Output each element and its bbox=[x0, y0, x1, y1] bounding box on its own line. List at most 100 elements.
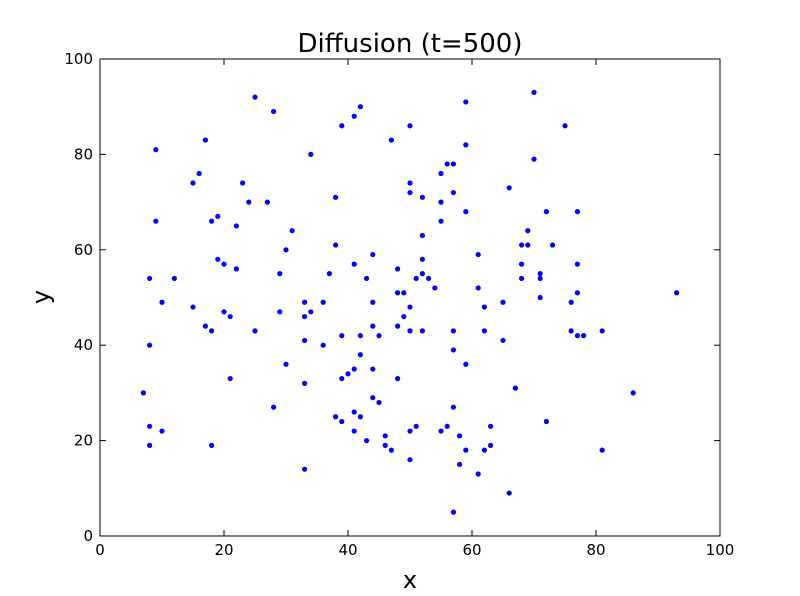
data-point bbox=[407, 123, 413, 129]
data-point bbox=[438, 218, 444, 224]
data-point bbox=[475, 471, 481, 477]
data-point bbox=[233, 266, 239, 272]
data-point bbox=[302, 380, 308, 386]
data-point bbox=[506, 490, 512, 496]
data-point bbox=[550, 242, 556, 248]
data-point bbox=[438, 428, 444, 434]
data-point bbox=[147, 423, 153, 429]
data-point bbox=[407, 457, 413, 463]
x-tick-label: 20 bbox=[214, 541, 233, 559]
data-point bbox=[463, 142, 469, 148]
data-point bbox=[351, 428, 357, 434]
data-points bbox=[140, 89, 680, 515]
data-point bbox=[320, 299, 326, 305]
data-point bbox=[419, 271, 425, 277]
data-point bbox=[438, 199, 444, 205]
data-point bbox=[370, 366, 376, 372]
data-point bbox=[283, 247, 289, 253]
data-point bbox=[481, 304, 487, 310]
data-point bbox=[302, 313, 308, 320]
data-point bbox=[568, 328, 574, 334]
data-point bbox=[308, 151, 314, 157]
data-point bbox=[438, 170, 444, 177]
data-point bbox=[481, 447, 487, 453]
data-point bbox=[339, 375, 345, 382]
data-point bbox=[345, 371, 351, 377]
chart-title: Diffusion (t=500) bbox=[298, 29, 523, 59]
data-point bbox=[488, 442, 494, 448]
data-point bbox=[450, 347, 456, 353]
data-point bbox=[537, 294, 543, 301]
data-point bbox=[395, 323, 401, 329]
data-point bbox=[407, 328, 413, 334]
data-point bbox=[444, 161, 450, 167]
data-point bbox=[395, 266, 401, 272]
data-point bbox=[599, 447, 605, 453]
data-point bbox=[190, 180, 196, 186]
y-tick-label: 100 bbox=[64, 50, 93, 68]
data-point bbox=[202, 137, 208, 143]
data-point bbox=[562, 123, 568, 129]
data-point bbox=[264, 199, 270, 205]
data-point bbox=[289, 228, 295, 234]
plot-frame bbox=[99, 58, 721, 537]
data-point bbox=[581, 333, 587, 339]
data-point bbox=[543, 418, 550, 425]
data-point bbox=[419, 194, 425, 200]
data-point bbox=[233, 223, 239, 229]
data-point bbox=[357, 104, 363, 110]
data-point bbox=[432, 285, 438, 291]
data-point bbox=[370, 251, 376, 258]
data-point bbox=[537, 271, 543, 277]
data-point bbox=[531, 156, 537, 162]
data-point bbox=[413, 423, 419, 429]
data-point bbox=[351, 113, 357, 119]
data-point bbox=[209, 328, 215, 334]
data-point bbox=[519, 275, 525, 282]
y-tick-label: 60 bbox=[74, 241, 93, 259]
data-point bbox=[488, 423, 494, 429]
data-point bbox=[370, 299, 376, 305]
data-point bbox=[500, 337, 506, 344]
data-point bbox=[475, 285, 481, 291]
data-point bbox=[351, 366, 357, 372]
data-point bbox=[364, 275, 370, 282]
data-point bbox=[450, 509, 456, 515]
data-point bbox=[481, 328, 487, 334]
data-point bbox=[308, 309, 314, 315]
y-axis-label: y bbox=[27, 290, 55, 304]
data-point bbox=[277, 271, 283, 277]
data-point bbox=[525, 228, 531, 234]
data-point bbox=[159, 299, 165, 305]
data-point bbox=[525, 242, 531, 248]
data-point bbox=[413, 275, 419, 282]
data-point bbox=[382, 433, 388, 439]
data-point bbox=[543, 209, 550, 215]
data-point bbox=[382, 442, 388, 448]
data-point bbox=[419, 328, 425, 334]
data-point bbox=[140, 390, 146, 396]
data-point bbox=[147, 342, 153, 348]
data-point bbox=[457, 433, 463, 439]
data-point bbox=[357, 414, 363, 420]
data-point bbox=[246, 199, 252, 205]
y-tick-label: 0 bbox=[83, 527, 93, 545]
data-point bbox=[153, 218, 159, 224]
data-point bbox=[419, 232, 425, 239]
data-point bbox=[463, 447, 469, 453]
data-point bbox=[227, 313, 233, 320]
data-point bbox=[506, 185, 512, 191]
data-point bbox=[401, 313, 407, 320]
data-point bbox=[252, 328, 258, 334]
data-point bbox=[500, 299, 506, 305]
data-point bbox=[153, 147, 159, 153]
data-point bbox=[457, 461, 463, 468]
data-point bbox=[326, 271, 332, 277]
data-point bbox=[630, 390, 636, 396]
data-point bbox=[171, 275, 177, 282]
data-point bbox=[388, 447, 394, 453]
data-point bbox=[574, 333, 581, 339]
data-point bbox=[252, 94, 258, 100]
data-point bbox=[463, 361, 469, 367]
